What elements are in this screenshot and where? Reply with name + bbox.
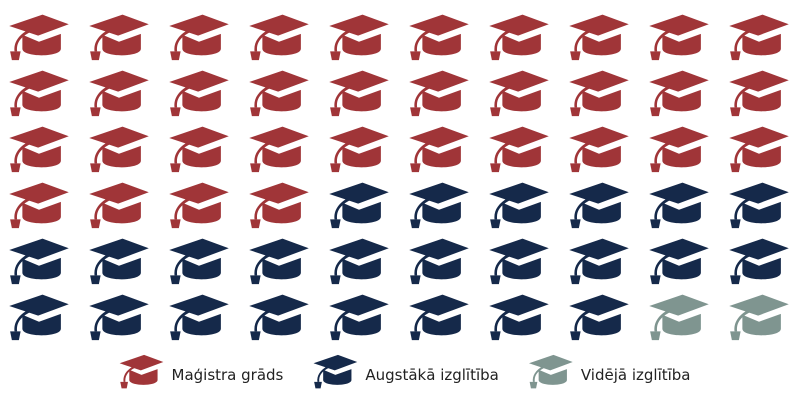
graduation-cap-icon: [729, 126, 789, 173]
graduation-cap-icon: [89, 238, 149, 285]
graduation-cap-icon: [569, 182, 629, 229]
graduation-cap-icon: [489, 70, 549, 117]
graduation-cap-icon: [9, 238, 69, 285]
graduation-cap-icon: [649, 70, 709, 117]
graduation-cap-icon: [569, 70, 629, 117]
graduation-cap-icon: [649, 294, 709, 341]
graduation-cap-icon: [489, 126, 549, 173]
graduation-cap-icon: [249, 238, 309, 285]
graduation-cap-icon: [569, 238, 629, 285]
legend-label: Vidējā izglītība: [581, 366, 691, 384]
graduation-cap-icon: [119, 354, 164, 389]
graduation-cap-icon: [489, 294, 549, 341]
graduation-cap-icon: [89, 14, 149, 61]
graduation-cap-icon: [569, 126, 629, 173]
graduation-cap-icon: [649, 126, 709, 173]
graduation-cap-icon: [329, 182, 389, 229]
legend-item: Maģistra grāds: [119, 354, 284, 389]
graduation-cap-icon: [89, 70, 149, 117]
graduation-cap-icon: [569, 14, 629, 61]
graduation-cap-icon: [409, 126, 469, 173]
icon-grid: [9, 14, 789, 341]
graduation-cap-icon: [89, 294, 149, 341]
legend-item: Augstākā izglītība: [313, 354, 499, 389]
graduation-cap-icon: [9, 294, 69, 341]
graduation-cap-icon: [529, 354, 573, 389]
graduation-cap-icon: [249, 126, 309, 173]
graduation-cap-icon: [329, 70, 389, 117]
graduation-cap-icon: [569, 294, 629, 341]
graduation-cap-icon: [9, 126, 69, 173]
graduation-cap-icon: [249, 70, 309, 117]
graduation-cap-icon: [249, 294, 309, 341]
graduation-cap-icon: [169, 126, 229, 173]
graduation-cap-icon: [729, 238, 789, 285]
graduation-cap-icon: [169, 294, 229, 341]
graduation-cap-icon: [9, 14, 69, 61]
graduation-cap-icon: [729, 294, 789, 341]
graduation-cap-icon: [729, 182, 789, 229]
graduation-cap-icon: [249, 14, 309, 61]
graduation-cap-icon: [9, 70, 69, 117]
graduation-cap-icon: [729, 14, 789, 61]
graduation-cap-icon: [169, 14, 229, 61]
graduation-cap-icon: [729, 70, 789, 117]
graduation-cap-icon: [313, 354, 358, 389]
graduation-cap-icon: [89, 126, 149, 173]
graduation-cap-icon: [409, 238, 469, 285]
graduation-cap-icon: [329, 238, 389, 285]
graduation-cap-icon: [249, 182, 309, 229]
graduation-cap-icon: [89, 182, 149, 229]
graduation-cap-icon: [409, 294, 469, 341]
graduation-cap-icon: [649, 182, 709, 229]
graduation-cap-icon: [489, 14, 549, 61]
graduation-cap-icon: [649, 238, 709, 285]
legend: Maģistra grāds Augstākā izglītība Vidējā i…: [119, 354, 691, 389]
legend-label: Maģistra grāds: [172, 366, 284, 384]
legend-label: Augstākā izglītība: [365, 366, 498, 384]
graduation-cap-icon: [9, 182, 69, 229]
graduation-cap-icon: [169, 70, 229, 117]
graduation-cap-icon: [329, 14, 389, 61]
graduation-cap-icon: [489, 238, 549, 285]
graduation-cap-icon: [489, 182, 549, 229]
graduation-cap-icon: [329, 126, 389, 173]
graduation-cap-icon: [409, 70, 469, 117]
legend-item: Vidējā izglītība: [529, 354, 691, 389]
graduation-cap-icon: [329, 294, 389, 341]
graduation-cap-icon: [169, 182, 229, 229]
graduation-cap-icon: [409, 14, 469, 61]
graduation-cap-icon: [409, 182, 469, 229]
graduation-cap-icon: [169, 238, 229, 285]
graduation-cap-icon: [649, 14, 709, 61]
